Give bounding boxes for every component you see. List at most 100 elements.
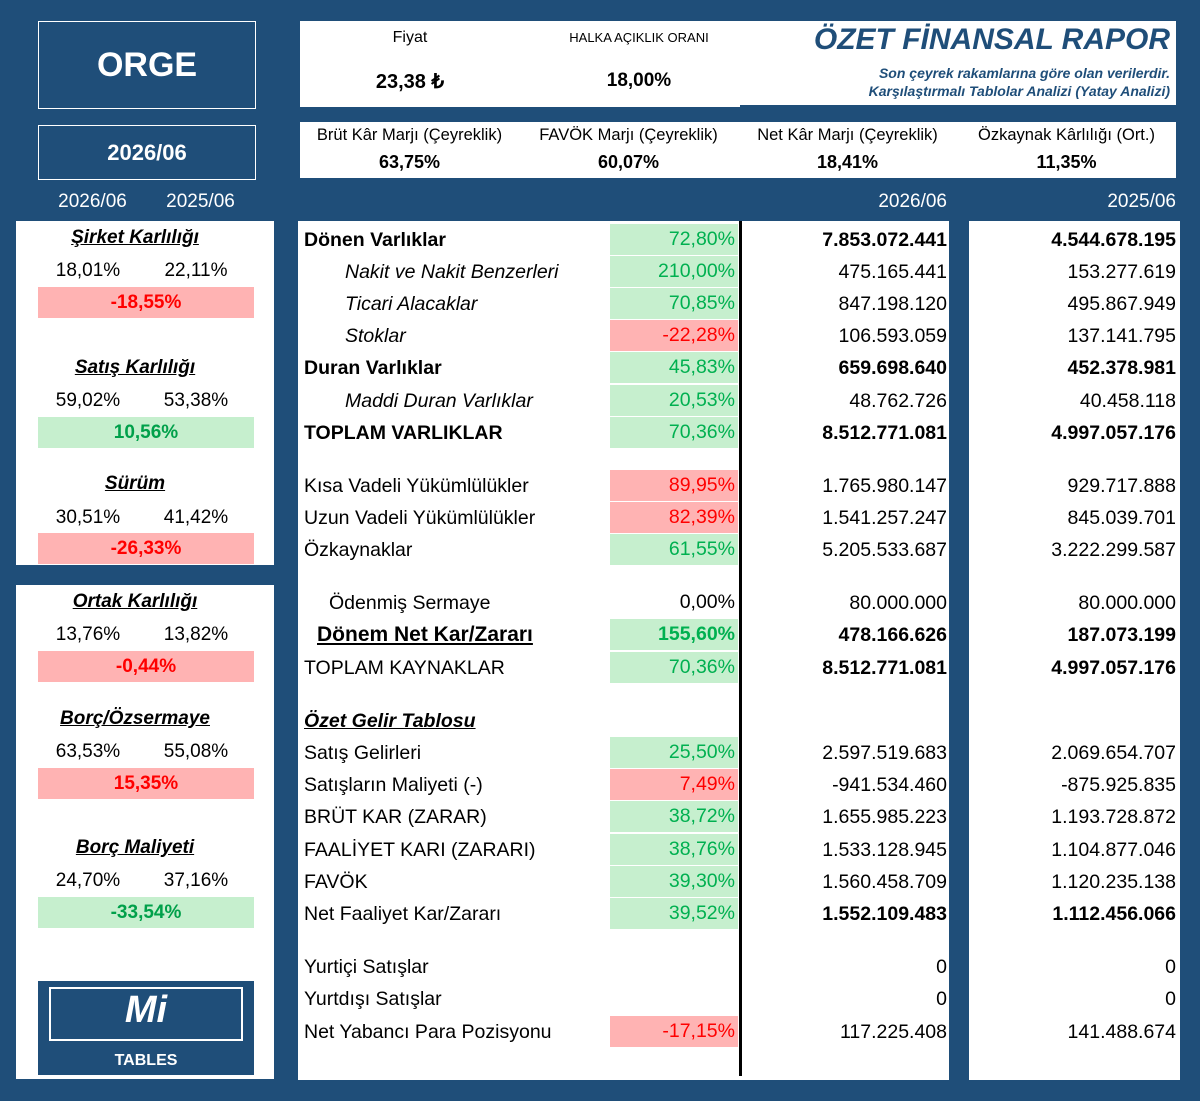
table-row: Uzun Vadeli Yükümlülükler 82,39% 1.541.257… — [298, 502, 1178, 534]
metric-title: Borç Maliyeti — [75, 837, 195, 858]
table-row: Duran Varlıklar 45,83% 659.698.640 452.378.… — [298, 352, 1178, 384]
price-value: 23,38 ₺ — [375, 71, 445, 93]
margin-label-net: Net Kâr Marjı (Çeyreklik) — [757, 126, 938, 144]
table-row: FAALİYET KARI (ZARARI) 38,76% 1.533.128.94… — [298, 834, 1178, 866]
mi-tables-logo: Mi TABLES — [38, 981, 254, 1075]
table-year-current: 2026/06 — [878, 191, 947, 212]
table-row: Satışların Maliyeti (-) 7,49% -941.534.460… — [298, 769, 1178, 801]
metric-value-current: 13,76% — [55, 624, 121, 645]
row-value-previous: 4.997.057.176 — [1051, 657, 1176, 679]
row-change-percent — [610, 983, 738, 1014]
table-row: Kısa Vadeli Yükümlülükler 89,95% 1.765.980… — [298, 470, 1178, 502]
row-label: Yurtiçi Satışlar — [304, 956, 429, 978]
row-change-percent: 82,39% — [610, 502, 738, 533]
row-value-previous: 495.867.949 — [1067, 293, 1176, 315]
row-value-current: 48.762.726 — [849, 390, 947, 412]
metric-value-previous: 41,42% — [163, 507, 229, 528]
row-label: Satışların Maliyeti (-) — [304, 774, 483, 796]
row-change-percent: 89,95% — [610, 470, 738, 501]
metric-value-previous: 37,16% — [163, 870, 229, 891]
row-label: Dönen Varlıklar — [304, 229, 446, 251]
table-row: Ödenmiş Sermaye 0,00% 80.000.000 80.000.000 — [298, 587, 1178, 619]
row-change-percent: 0,00% — [679, 591, 735, 613]
row-value-current: -941.534.460 — [832, 774, 947, 796]
logo-mark: Mi — [124, 989, 168, 1031]
margin-value-gross: 63,75% — [378, 152, 441, 172]
row-change-percent: 61,55% — [610, 534, 738, 565]
row-value-current: 475.165.441 — [838, 261, 947, 283]
table-row: Stoklar -22,28% 106.593.059 137.141.795 — [298, 320, 1178, 352]
row-value-current: 1.560.458.709 — [822, 871, 947, 893]
row-label: Kısa Vadeli Yükümlülükler — [304, 475, 529, 497]
row-value-previous: 0 — [1165, 988, 1176, 1010]
period-box: 2026/06 — [38, 125, 256, 180]
financial-table: Dönen Varlıklar 72,80% 7.853.072.441 4.544.… — [298, 221, 1180, 1080]
metric-title: Ortak Karlılığı — [72, 591, 198, 612]
row-value-current: 659.698.640 — [838, 357, 947, 379]
row-value-previous: 1.120.235.138 — [1051, 871, 1176, 893]
row-value-previous: 929.717.888 — [1067, 475, 1176, 497]
row-change-percent: -17,15% — [610, 1016, 738, 1047]
float-value: 18,00% — [606, 70, 672, 91]
row-value-previous: 845.039.701 — [1067, 507, 1176, 529]
table-row: Maddi Duran Varlıklar 20,53% 48.762.726 40.… — [298, 385, 1178, 417]
row-value-previous: 1.112.456.066 — [1052, 903, 1176, 925]
row-value-previous: 141.488.674 — [1067, 1021, 1176, 1043]
metric-change: 15,35% — [38, 768, 254, 799]
margin-label-roe: Özkaynak Kârlılığı (Ort.) — [978, 126, 1155, 144]
row-change-percent: 25,50% — [610, 737, 738, 768]
row-value-previous: 3.222.299.587 — [1051, 539, 1176, 561]
metric-value-previous: 22,11% — [164, 260, 228, 281]
table-row: Net Faaliyet Kar/Zararı 39,52% 1.552.109.4… — [298, 898, 1178, 930]
row-value-current: 1.765.980.147 — [822, 475, 947, 497]
report-note-2: Karşılaştırmalı Tablolar Analizi (Yatay … — [868, 83, 1170, 99]
table-row: TOPLAM KAYNAKLAR 70,36% 8.512.771.081 4.997… — [298, 652, 1178, 684]
table-row: Net Yabancı Para Pozisyonu -17,15% 117.225… — [298, 1016, 1178, 1048]
column-separator — [739, 221, 742, 1076]
row-label: Özet Gelir Tablosu — [304, 710, 476, 732]
row-change-percent: 39,52% — [610, 898, 738, 929]
table-row: FAVÖK 39,30% 1.560.458.709 1.120.235.138 — [298, 866, 1178, 898]
row-label: Satış Gelirleri — [304, 742, 422, 764]
row-change-percent: 70,36% — [610, 417, 738, 448]
row-change-percent: -22,28% — [610, 320, 738, 351]
margin-value-net: 18,41% — [816, 152, 879, 172]
margin-value-ebitda: 60,07% — [597, 152, 660, 172]
row-change-percent: 210,00% — [610, 256, 738, 287]
row-label: Dönem Net Kar/Zararı — [317, 623, 533, 646]
row-label: Yurtdışı Satışlar — [304, 988, 442, 1010]
row-value-previous: 40.458.118 — [1079, 390, 1176, 412]
row-change-percent — [610, 705, 738, 736]
table-row: Özet Gelir Tablosu — [298, 705, 1178, 737]
table-row: Özkaynaklar 61,55% 5.205.533.687 3.222.299.… — [298, 534, 1178, 566]
price-label: Fiyat — [392, 29, 428, 46]
margin-label-gross: Brüt Kâr Marjı (Çeyreklik) — [316, 126, 503, 144]
logo-frame — [49, 987, 243, 1041]
metric-value-previous: 55,08% — [163, 741, 229, 762]
row-label: FAALİYET KARI (ZARARI) — [304, 839, 536, 861]
row-change-percent: 70,36% — [610, 652, 738, 683]
row-label: TOPLAM KAYNAKLAR — [304, 657, 505, 679]
metrics-panel-2: Ortak Karlılığı 13,76% 13,82% -0,44% Bor… — [16, 585, 274, 1079]
metric-title: Şirket Karlılığı — [71, 227, 199, 248]
row-change-percent: 72,80% — [610, 224, 738, 255]
row-value-current: 1.541.257.247 — [822, 507, 947, 529]
row-value-current: 847.198.120 — [838, 293, 947, 315]
row-label: BRÜT KAR (ZARAR) — [304, 806, 487, 828]
row-value-current: 0 — [936, 988, 947, 1010]
row-value-current: 1.552.109.483 — [822, 903, 947, 925]
table-row: Yurtiçi Satışlar 0 0 — [298, 951, 1178, 983]
row-label: TOPLAM VARLIKLAR — [304, 422, 503, 444]
margin-label-ebitda: FAVÖK Marjı (Çeyreklik) — [539, 126, 718, 144]
metric-value-current: 18,01% — [55, 260, 121, 281]
left-year-current: 2026/06 — [58, 191, 127, 212]
row-label: Maddi Duran Varlıklar — [345, 390, 533, 412]
row-value-current: 117.225.408 — [840, 1021, 947, 1043]
table-row: Satış Gelirleri 25,50% 2.597.519.683 2.069.… — [298, 737, 1178, 769]
metric-title: Borç/Özsermaye — [60, 708, 210, 729]
row-value-current — [742, 705, 947, 737]
metric-value-current: 24,70% — [55, 870, 121, 891]
row-label: Net Faaliyet Kar/Zararı — [304, 903, 502, 925]
row-value-previous: 80.000.000 — [1078, 592, 1176, 614]
ticker-label: ORGE — [96, 45, 198, 84]
